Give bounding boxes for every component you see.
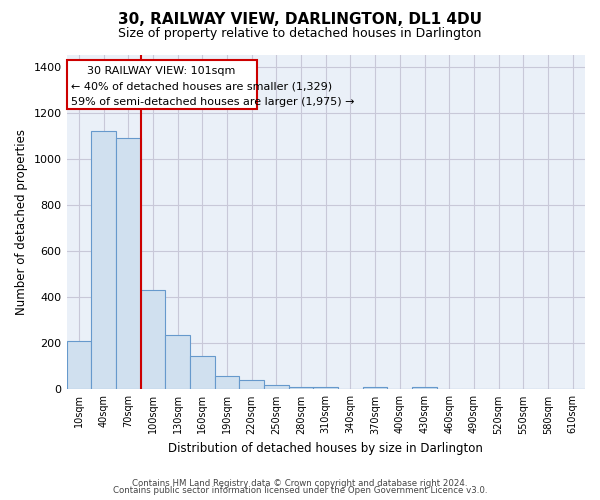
Bar xyxy=(215,376,239,390)
Bar xyxy=(264,385,289,390)
Text: 30 RAILWAY VIEW: 101sqm: 30 RAILWAY VIEW: 101sqm xyxy=(88,66,236,76)
Bar xyxy=(363,387,388,390)
Text: Contains HM Land Registry data © Crown copyright and database right 2024.: Contains HM Land Registry data © Crown c… xyxy=(132,478,468,488)
Bar xyxy=(67,341,91,390)
FancyBboxPatch shape xyxy=(67,60,257,109)
Bar xyxy=(289,386,313,390)
Bar xyxy=(91,131,116,390)
Bar xyxy=(313,386,338,390)
Text: ← 40% of detached houses are smaller (1,329): ← 40% of detached houses are smaller (1,… xyxy=(71,82,332,92)
Text: Contains public sector information licensed under the Open Government Licence v3: Contains public sector information licen… xyxy=(113,486,487,495)
Y-axis label: Number of detached properties: Number of detached properties xyxy=(15,129,28,315)
Bar xyxy=(239,380,264,390)
Bar xyxy=(412,387,437,390)
Bar xyxy=(116,138,140,390)
Bar xyxy=(140,290,165,390)
X-axis label: Distribution of detached houses by size in Darlington: Distribution of detached houses by size … xyxy=(169,442,483,455)
Bar xyxy=(190,356,215,390)
Text: Size of property relative to detached houses in Darlington: Size of property relative to detached ho… xyxy=(118,28,482,40)
Text: 59% of semi-detached houses are larger (1,975) →: 59% of semi-detached houses are larger (… xyxy=(71,97,355,107)
Bar xyxy=(165,335,190,390)
Text: 30, RAILWAY VIEW, DARLINGTON, DL1 4DU: 30, RAILWAY VIEW, DARLINGTON, DL1 4DU xyxy=(118,12,482,28)
